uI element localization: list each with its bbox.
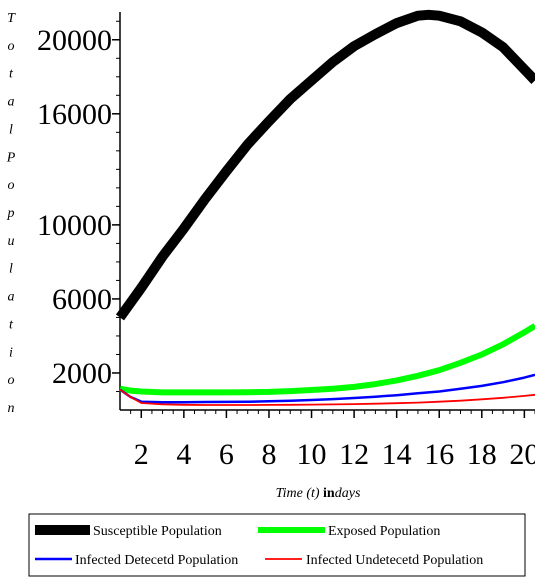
y-axis-label-letter: u bbox=[8, 234, 15, 249]
x-axis-label-var: t bbox=[311, 486, 316, 501]
legend-label: Infected Undetecetd Population bbox=[306, 553, 483, 568]
y-axis-label-letter: a bbox=[8, 95, 15, 110]
y-axis-label-letter: o bbox=[8, 39, 15, 54]
x-tick-label: 4 bbox=[176, 438, 191, 471]
y-tick-label: 20000 bbox=[37, 24, 112, 57]
y-axis-label-letter: o bbox=[8, 178, 15, 193]
x-axis-label-unit: days bbox=[335, 486, 361, 501]
y-axis-label-letter: i bbox=[9, 345, 13, 360]
y-axis-label-letter: o bbox=[8, 373, 15, 388]
y-tick-label: 6000 bbox=[52, 283, 112, 316]
x-ticks: 2 4 6 8 10 12 14 16 18 20 bbox=[130, 410, 535, 471]
series-line bbox=[115, 9, 535, 321]
y-tick-label: 16000 bbox=[37, 98, 112, 131]
series-line bbox=[119, 323, 535, 396]
y-tick-label: 2000 bbox=[52, 357, 112, 390]
x-tick-label: 16 bbox=[424, 438, 454, 471]
legend-box bbox=[28, 513, 526, 577]
y-axis-label-letter: t bbox=[9, 67, 14, 82]
series-line bbox=[119, 388, 535, 406]
x-tick-label: 14 bbox=[382, 438, 412, 471]
x-tick-label: 8 bbox=[261, 438, 276, 471]
x-tick-label: 10 bbox=[297, 438, 327, 471]
y-ticks: 2000 6000 10000 16000 20000 bbox=[37, 20, 120, 392]
x-axis-label-mid: ) bbox=[314, 486, 323, 501]
x-tick-label: 18 bbox=[467, 438, 497, 471]
y-axis-label-letter: t bbox=[9, 317, 14, 332]
series-lines bbox=[115, 9, 535, 406]
series-line bbox=[119, 373, 535, 404]
y-axis-label-letter: a bbox=[8, 290, 15, 305]
x-tick-label: 12 bbox=[339, 438, 369, 471]
x-tick-label: 2 bbox=[134, 438, 149, 471]
y-axis-label-letter: p bbox=[7, 206, 15, 221]
x-axis-label-in: in bbox=[323, 486, 335, 501]
x-tick-label: 6 bbox=[219, 438, 234, 471]
y-axis-label-letter: T bbox=[7, 11, 16, 26]
legend-label: Exposed Population bbox=[328, 524, 440, 539]
legend-label: Susceptible Population bbox=[93, 524, 222, 539]
y-axis-label-letter: l bbox=[9, 262, 13, 277]
legend: Susceptible Population Exposed Population… bbox=[28, 513, 526, 577]
y-axis-label-letter: l bbox=[9, 122, 13, 137]
y-tick-label: 10000 bbox=[37, 209, 112, 242]
legend-label: Infected Detecetd Population bbox=[75, 553, 238, 568]
y-axis-label-letter: n bbox=[8, 401, 15, 416]
x-axis-label-pre: Time ( bbox=[276, 486, 313, 501]
y-axis-label-letter: P bbox=[6, 150, 16, 165]
x-tick-label: 20 bbox=[509, 438, 535, 471]
axes bbox=[119, 12, 535, 411]
x-axis-label: Time (t) indays bbox=[276, 486, 361, 501]
